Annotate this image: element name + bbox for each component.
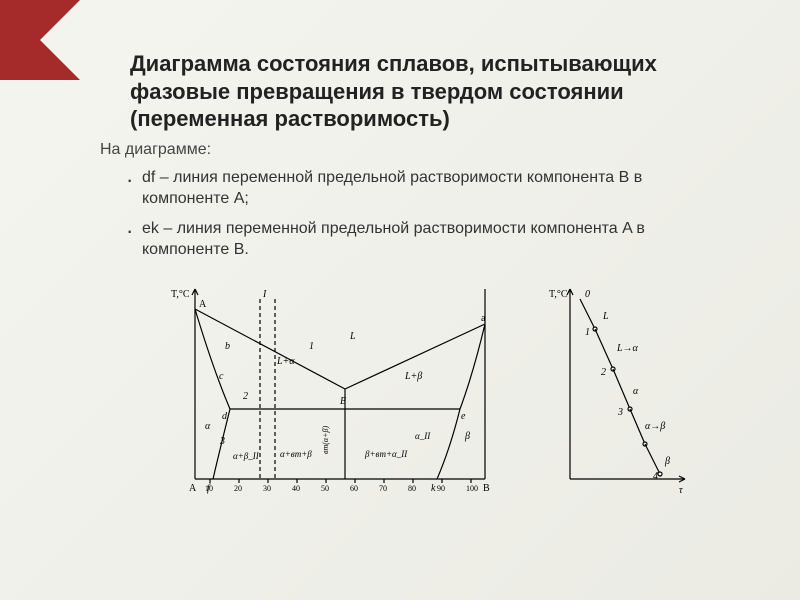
svg-text:α: α — [205, 421, 211, 432]
bullet-list: df – линия переменной предельной раствор… — [130, 167, 730, 261]
slide-title: Диаграмма состояния сплавов, испытывающи… — [130, 50, 730, 133]
svg-text:I: I — [262, 289, 267, 300]
svg-text:L+β: L+β — [404, 371, 422, 382]
svg-text:0: 0 — [585, 289, 590, 300]
svg-text:80: 80 — [408, 484, 416, 493]
svg-text:β+вт+α_II: β+вт+α_II — [364, 449, 408, 459]
slide-subtitle: На диаграмме: — [100, 141, 730, 159]
list-item: df – линия переменной предельной раствор… — [130, 167, 730, 210]
svg-text:вт(α+β): вт(α+β) — [321, 425, 330, 453]
cooling-curve: T,°C τ 0 L L→α α α→β β — [545, 279, 695, 499]
svg-text:100: 100 — [466, 484, 478, 493]
corner-decoration — [0, 0, 100, 100]
svg-text:L→α: L→α — [616, 343, 639, 354]
svg-text:1: 1 — [585, 327, 590, 338]
svg-text:40: 40 — [292, 484, 300, 493]
svg-text:L: L — [602, 311, 609, 322]
svg-text:α_II: α_II — [415, 431, 431, 441]
svg-text:1: 1 — [309, 341, 314, 352]
svg-text:70: 70 — [379, 484, 387, 493]
svg-text:A: A — [199, 299, 207, 310]
svg-text:k: k — [431, 483, 436, 494]
cooling-x-label: τ — [679, 485, 683, 496]
svg-text:a: a — [481, 313, 486, 324]
x-left-label: A — [189, 483, 197, 494]
phase-diagram: T,°C 102030405060708090100 A B A a — [165, 279, 505, 499]
list-item: ek – линия переменной предельной раствор… — [130, 218, 730, 261]
axis-y-label: T,°C — [171, 289, 190, 300]
svg-text:α→β: α→β — [645, 421, 665, 432]
svg-text:2: 2 — [601, 367, 606, 378]
svg-text:β: β — [664, 456, 670, 467]
svg-text:3: 3 — [617, 407, 623, 418]
svg-text:60: 60 — [350, 484, 358, 493]
svg-text:3: 3 — [219, 436, 225, 447]
svg-text:α: α — [633, 386, 639, 397]
cooling-y-label: T,°C — [549, 289, 568, 300]
svg-text:20: 20 — [234, 484, 242, 493]
svg-text:90: 90 — [437, 484, 445, 493]
svg-text:4: 4 — [653, 471, 658, 482]
svg-text:α+вт+β: α+вт+β — [280, 449, 312, 459]
svg-text:c: c — [219, 371, 224, 382]
svg-text:30: 30 — [263, 484, 271, 493]
svg-text:E: E — [339, 396, 346, 407]
svg-text:α+β_II: α+β_II — [233, 451, 260, 461]
svg-text:50: 50 — [321, 484, 329, 493]
svg-text:L: L — [349, 331, 356, 342]
svg-text:β: β — [464, 431, 470, 442]
svg-text:e: e — [461, 411, 466, 422]
svg-text:2: 2 — [243, 391, 248, 402]
x-right-label: B — [483, 483, 490, 494]
svg-text:L+α: L+α — [276, 356, 295, 367]
svg-text:b: b — [225, 341, 230, 352]
